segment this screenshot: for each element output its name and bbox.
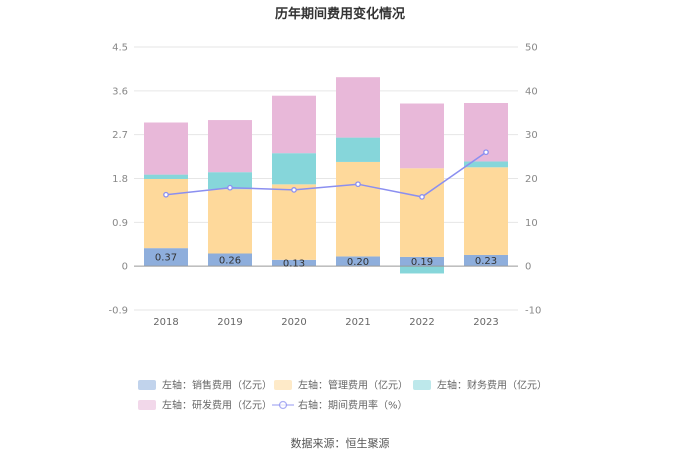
left-tick-label: 1.8 [112, 174, 128, 185]
x-tick-label: 2019 [217, 317, 242, 328]
left-tick-label: 2.7 [112, 130, 128, 141]
bar-segment [464, 167, 508, 255]
x-tick-label: 2021 [345, 317, 370, 328]
legend-label[interactable]: 左轴：管理费用（亿元） [298, 379, 408, 392]
x-tick-label: 2023 [473, 317, 498, 328]
right-tick-label: 50 [525, 43, 538, 54]
bar-segment [464, 254, 508, 267]
bar-segment [144, 122, 188, 175]
rate-point [355, 181, 361, 188]
chart-title: 历年期间费用变化情况 [275, 6, 405, 22]
left-tick-label: 0 [122, 262, 128, 273]
legend-swatch[interactable] [413, 380, 431, 390]
right-tick-label: 0 [525, 262, 531, 273]
legend-label[interactable]: 左轴：销售费用（亿元） [162, 379, 272, 392]
right-tick-label: 10 [525, 218, 538, 229]
right-tick-label: -10 [525, 306, 541, 317]
rate-point [483, 149, 489, 156]
grid [134, 46, 518, 311]
rate-point [163, 191, 169, 198]
left-tick-label: 0.9 [112, 218, 128, 229]
left-tick-label: 3.6 [112, 86, 128, 97]
bar-value-label: 0.23 [475, 256, 497, 267]
right-tick-label: 30 [525, 130, 538, 141]
right-tick-label: 40 [525, 86, 538, 97]
data-labels: 0.37 0.26 0.13 0.20 0.19 0.23 [155, 253, 497, 270]
x-tick-label: 2022 [409, 317, 434, 328]
bar-segment [272, 259, 316, 267]
right-axis: 50 40 30 20 10 0 -10 [525, 43, 541, 317]
legend-marker[interactable] [278, 400, 288, 410]
bar-value-label: 0.20 [347, 257, 369, 268]
data-source: 数据来源：恒生聚源 [291, 436, 390, 450]
bar-segment [336, 161, 380, 257]
legend-swatch[interactable] [274, 380, 292, 390]
left-tick-label: 4.5 [112, 43, 128, 54]
bar-segment [400, 266, 444, 274]
bar-segment [208, 120, 252, 173]
rate-line-path [165, 151, 487, 198]
bar-segment [272, 95, 316, 154]
bar-segment [400, 168, 444, 257]
legend-swatch[interactable] [138, 380, 156, 390]
legend-label[interactable]: 右轴：期间费用率（%） [298, 399, 408, 412]
bar-segment [400, 256, 444, 267]
legend: 左轴：销售费用（亿元） 左轴：管理费用（亿元） 左轴：财务费用（亿元） 左轴：研发费用… [138, 379, 547, 412]
bar-value-label: 0.26 [219, 255, 241, 266]
bar-segment [400, 103, 444, 169]
bar-segment [336, 77, 380, 138]
bar-value-label: 0.13 [283, 259, 305, 270]
bar-segment [336, 256, 380, 267]
bar-segment [272, 184, 316, 260]
rate-point [291, 187, 297, 193]
rate-point [227, 184, 233, 191]
bar-value-label: 0.19 [411, 257, 433, 268]
rate-point [419, 194, 425, 200]
x-tick-label: 2018 [153, 317, 178, 328]
left-tick-label: -0.9 [108, 306, 128, 317]
left-axis: 4.5 3.6 2.7 1.8 0.9 0 -0.9 [108, 43, 128, 317]
bar-segment [464, 161, 508, 168]
bars [144, 77, 508, 274]
legend-swatch[interactable] [138, 400, 156, 410]
rate-line [163, 149, 489, 200]
legend-label[interactable]: 左轴：研发费用（亿元） [162, 399, 272, 412]
bar-segment [208, 172, 252, 190]
bar-segment [272, 153, 316, 185]
bar-segment [144, 178, 188, 249]
legend-label[interactable]: 左轴：财务费用（亿元） [437, 379, 547, 392]
bar-segment [144, 248, 188, 267]
right-tick-label: 20 [525, 174, 538, 185]
bar-value-label: 0.37 [155, 253, 177, 264]
bar-segment [336, 137, 380, 162]
bar-segment [208, 189, 252, 254]
bar-segment [208, 253, 252, 267]
x-axis: 2018 2019 2020 2021 2022 2023 [153, 317, 498, 328]
x-tick-label: 2020 [281, 317, 306, 328]
bar-segment [144, 174, 188, 179]
